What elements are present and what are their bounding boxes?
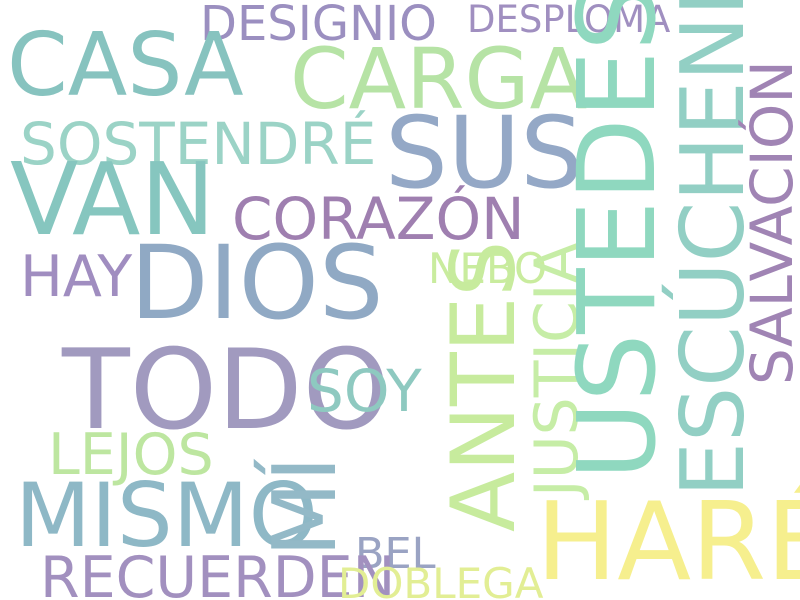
- word-soy: SOY: [307, 357, 422, 425]
- word-recuerden: RECUERDEN: [40, 545, 396, 600]
- word-sostendre: SOSTENDRÉ: [20, 110, 377, 178]
- word-designio: DESIGNIO: [200, 0, 437, 52]
- word-corazon: CORAZÓN: [232, 185, 525, 253]
- word-hare: HARÉ: [536, 480, 800, 600]
- word-mismo: MISMO: [15, 464, 318, 567]
- word-lejos: LEJOS: [48, 422, 214, 488]
- word-antes: ANTES: [432, 240, 535, 532]
- word-hay: HAY: [20, 244, 133, 310]
- word-ustedes: USTEDES: [556, 0, 680, 480]
- word-casa: CASA: [7, 14, 244, 116]
- word-sus: SUS: [385, 96, 584, 211]
- word-carga: CARGA: [290, 30, 588, 128]
- word-salvacion: SALVACIÓN: [738, 60, 800, 385]
- word-doblega: DOBLEGA: [338, 559, 544, 600]
- word-bel: BEL: [355, 529, 436, 579]
- word-mi: MÍ: [254, 456, 356, 557]
- word-dios: DIOS: [130, 224, 384, 343]
- word-desploma: DESPLOMA: [467, 0, 671, 41]
- word-nebo: NEBO: [428, 244, 548, 293]
- word-todo: TODO: [62, 326, 391, 455]
- word-van: VAN: [10, 141, 216, 258]
